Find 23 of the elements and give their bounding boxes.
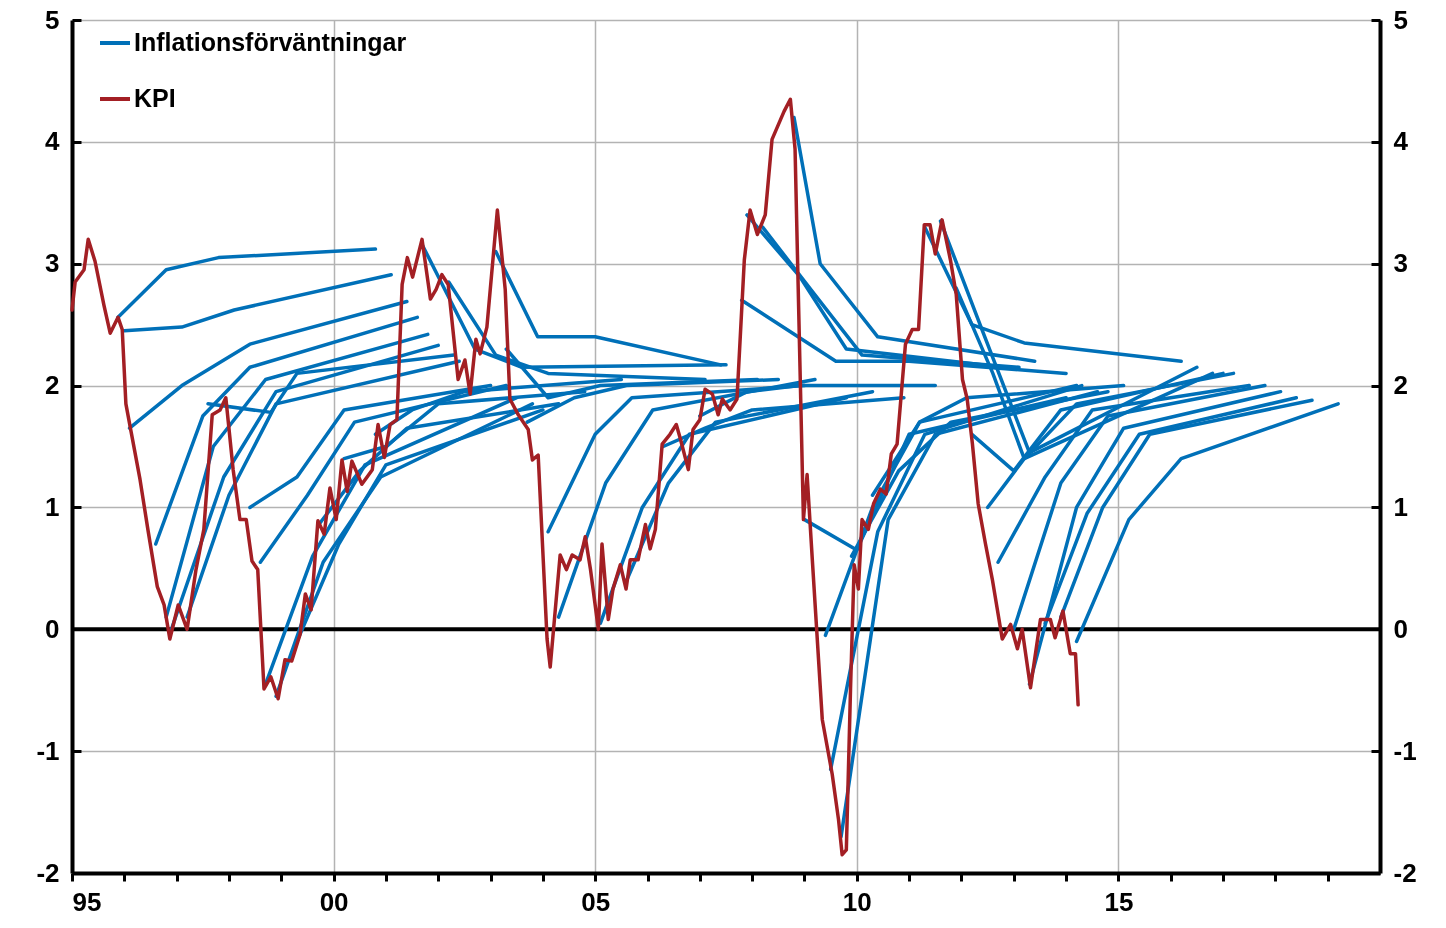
y2-tick-label: 0	[1393, 613, 1408, 644]
y-tick-label: 5	[45, 4, 60, 35]
x-tick-label: 95	[72, 886, 102, 917]
x-tick-label: 00	[319, 886, 349, 917]
y-tick-label: 4	[45, 126, 61, 157]
y-tick-label: 0	[45, 613, 60, 644]
y-tick-label: 2	[45, 370, 60, 401]
y2-tick-label: -1	[1393, 735, 1417, 766]
y-tick-label: 3	[45, 248, 60, 279]
y-tick-label: -1	[36, 735, 60, 766]
y2-tick-label: 2	[1393, 370, 1408, 401]
x-tick-label: 15	[1104, 886, 1134, 917]
x-tick-label: 05	[581, 886, 611, 917]
legend-label: Inflationsförväntningar	[134, 28, 407, 56]
y2-tick-label: -2	[1393, 857, 1417, 888]
y-tick-label: 1	[45, 491, 60, 522]
y2-tick-label: 4	[1393, 126, 1409, 157]
x-tick-label: 10	[842, 886, 872, 917]
y2-tick-label: 5	[1393, 4, 1408, 35]
y2-tick-label: 1	[1393, 491, 1408, 522]
y2-tick-label: 3	[1393, 248, 1408, 279]
y-tick-label: -2	[36, 857, 60, 888]
legend-label: KPI	[134, 84, 176, 112]
